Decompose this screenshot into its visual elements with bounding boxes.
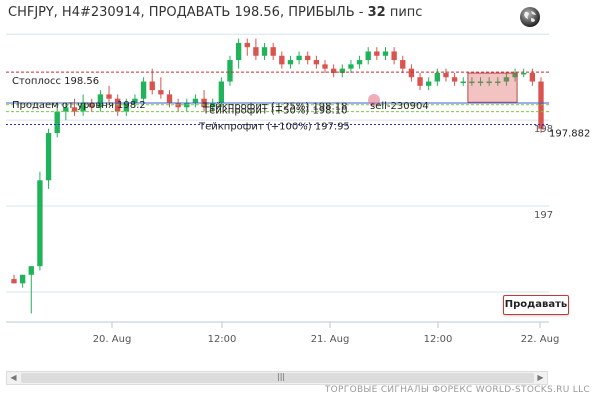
scroll-grip-icon: ||| [277,372,286,381]
candle-body [279,55,285,65]
candle-body [218,81,225,103]
order-zone [467,72,518,103]
candle-body [391,51,397,61]
candle-body [287,60,294,65]
footer-brand: ТОРГОВЫЕ СИГНАЛЫ ФОРЕКС WORLD-STOCKS.RU … [324,385,590,395]
order-marker-icon [368,94,380,106]
candle-body [71,107,78,112]
candle-body [244,42,250,48]
stoploss-label: Стоплосс 198.56 [12,76,99,87]
candle-body [97,94,104,108]
candle-body [400,60,406,69]
candle-body [140,81,147,99]
candle-body [529,72,536,82]
price-axis-label: 198 [534,124,553,135]
levels-layer [6,71,549,125]
candle-body [495,81,501,84]
candle-body [503,77,510,82]
scroll-thumb[interactable] [21,373,534,383]
candle-body [330,68,337,73]
chart-title: CHFJPY, H4#230914, ПРОДАВАТЬ 198.56, ПРИ… [8,5,422,20]
candle-body [313,60,320,65]
title-suffix: пипс [385,5,423,20]
candle-body [158,90,164,95]
entry-label: Продаем от уровня 198.2 [12,100,146,111]
candle-body [348,64,354,69]
candle-body [512,72,518,78]
candle-body [261,47,268,56]
candle-body [37,180,43,267]
price-axis-label: 197 [534,210,553,221]
candle-body [227,60,233,82]
scroll-left-icon[interactable]: ◀ [10,373,17,382]
candle-body [339,68,345,73]
candle-body [477,81,484,84]
candle-body [451,77,458,82]
candle-body [166,94,173,103]
candle-body [192,98,199,103]
candle-body [356,60,363,65]
candle-body [106,94,112,99]
globe-icon[interactable] [519,6,541,28]
tp100-label: Тейкпрофит (+100%) 197.95 [198,121,350,132]
candle-body [382,51,389,56]
candle-body [28,266,34,275]
candle-body [408,68,415,78]
candle-body [270,47,276,56]
candle-body [443,72,449,78]
candle-body [253,47,259,56]
candle-body [426,81,432,86]
candle-body [149,81,155,91]
candle-body [374,51,380,56]
candle-body [63,107,69,112]
candle-body [123,103,129,112]
candle-body [365,51,371,61]
candle-body [296,55,302,61]
current-price-label: 197.882 [549,128,590,139]
time-axis-label: 21. Aug [311,334,350,345]
title-prefix: CHFJPY, H4#230914, ПРОДАВАТЬ 198.56, ПРИ… [8,5,368,20]
tp50-label: Тейкпрофит (+50%) 198.10 [202,106,347,117]
candle-body [486,81,492,84]
candle-body [469,81,475,84]
horizontal-scrollbar[interactable]: ◀ ||| ▶ [6,371,548,385]
candle-body [305,55,311,61]
candle-body [322,64,328,69]
time-axis-label: 12:00 [208,334,237,345]
time-axis-label: 20. Aug [93,334,132,345]
scroll-right-icon[interactable]: ▶ [537,373,544,382]
candle-body [80,103,86,112]
candle-body [417,77,423,86]
tp25-label: Тейкпрофит (+25%) 198.18 [202,102,347,113]
chart-grid [6,33,549,328]
time-axis-label: 22. Aug [521,334,560,345]
candle-body [45,133,52,181]
candle-body [434,72,441,82]
candle-body [521,72,527,75]
candle-body [235,42,242,61]
time-axis-label: 12:00 [424,334,453,345]
candle-body [132,98,138,103]
title-profit: 32 [367,5,386,20]
candle-body [460,81,466,84]
candle-body [19,274,26,284]
candle-body [54,111,60,134]
candle-body [11,279,17,284]
order-id-label: sell-230904 [370,101,429,112]
sell-button[interactable]: Продавать [503,295,569,315]
